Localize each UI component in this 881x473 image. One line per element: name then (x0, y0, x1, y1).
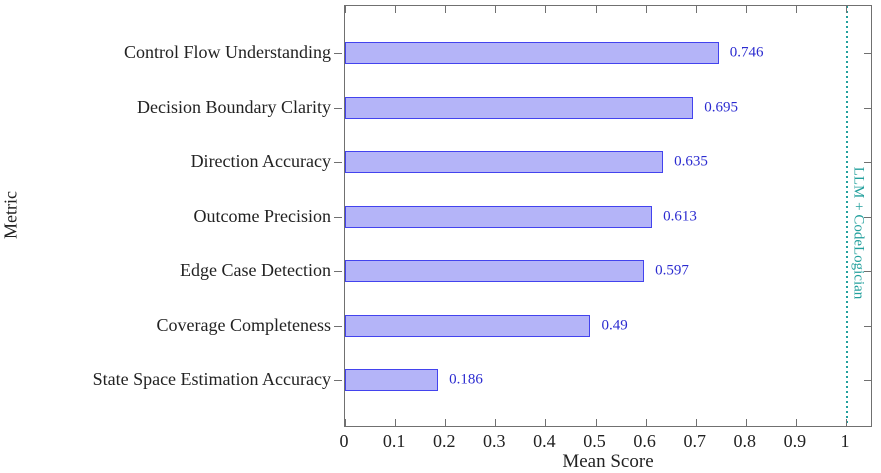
bar (345, 151, 664, 173)
x-tick-mirror (495, 6, 497, 13)
y-tick (334, 325, 342, 327)
bar (345, 205, 653, 228)
x-tick (645, 419, 647, 426)
y-tick-mirror (864, 162, 871, 163)
category-label: Edge Case Detection (180, 260, 331, 280)
bar (345, 96, 694, 119)
category-label: Decision Boundary Clarity (137, 96, 331, 117)
reference-line-label: LLM + CodeLogician (850, 166, 867, 300)
y-tick (334, 162, 342, 163)
y-tick-mirror (864, 325, 871, 327)
x-tick-label: 0.9 (783, 431, 807, 451)
x-tick-mirror (595, 6, 597, 13)
x-tick-label: 0.8 (733, 431, 757, 451)
y-tick-mirror (864, 107, 871, 109)
x-tick (345, 419, 346, 426)
y-tick-mirror (864, 380, 871, 381)
x-tick-mirror (345, 6, 346, 13)
bar-value-label: 0.635 (674, 153, 708, 170)
bar-value-label: 0.695 (704, 99, 738, 115)
x-tick (445, 419, 447, 426)
x-tick-mirror (846, 6, 847, 13)
x-tick-label: 0 (339, 431, 349, 451)
y-tick (334, 107, 342, 109)
x-tick-label: 0.7 (683, 431, 706, 451)
x-tick (595, 419, 597, 426)
bar-value-label: 0.613 (663, 208, 697, 224)
x-tick (795, 419, 797, 426)
x-axis-label: Mean Score (562, 451, 654, 472)
category-label: Direction Accuracy (190, 151, 331, 171)
x-tick-mirror (545, 6, 547, 13)
category-label: Outcome Precision (193, 205, 331, 226)
bar-value-label: 0.597 (655, 262, 689, 279)
x-tick (846, 419, 847, 426)
bar (345, 314, 591, 337)
reference-line (846, 6, 848, 426)
x-tick-label: 0.1 (382, 431, 406, 451)
bar (345, 369, 439, 391)
y-tick (334, 271, 342, 272)
bar (345, 42, 719, 64)
x-tick-label: 0.4 (533, 431, 556, 451)
category-label: Control Flow Understanding (124, 42, 331, 62)
bar-value-label: 0.186 (449, 371, 483, 388)
x-tick-mirror (795, 6, 797, 13)
x-tick (495, 419, 497, 426)
x-tick-mirror (695, 6, 697, 13)
y-tick-mirror (864, 216, 871, 218)
x-tick-mirror (645, 6, 647, 13)
y-tick (334, 53, 342, 54)
y-tick (334, 216, 342, 218)
bar (345, 260, 645, 282)
x-tick-label: 0.2 (432, 431, 456, 451)
x-tick-label: 0.3 (483, 431, 506, 451)
x-tick-mirror (745, 6, 747, 13)
y-tick (334, 380, 342, 381)
y-tick-mirror (864, 53, 871, 54)
bar-value-label: 0.49 (601, 317, 628, 333)
x-tick-mirror (395, 6, 397, 13)
x-tick-mirror (445, 6, 447, 13)
plot-area: 0.746 0.695 0.635 0.613 0.597 0.49 0.186 (334, 5, 872, 427)
x-tick-label: 0.6 (633, 431, 656, 451)
x-tick-label: 1 (840, 431, 850, 451)
x-tick-label: 0.5 (583, 431, 606, 451)
x-tick (395, 419, 397, 426)
category-label: Coverage Completeness (156, 314, 331, 335)
y-tick-mirror (864, 271, 871, 272)
x-tick (695, 419, 697, 426)
x-tick (745, 419, 747, 426)
x-tick (545, 419, 547, 426)
category-label: State Space Estimation Accuracy (92, 369, 331, 389)
bar-value-label: 0.746 (729, 44, 764, 61)
